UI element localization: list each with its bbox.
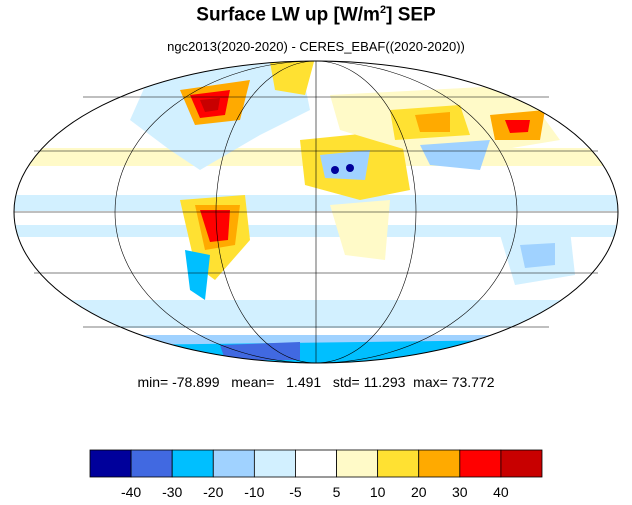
- colorbar-swatch: [130, 449, 173, 478]
- colorbar-label: -20: [203, 484, 223, 500]
- colorbar-swatch: [171, 449, 214, 478]
- colorbar-swatch: [459, 449, 502, 478]
- colorbar-label: -30: [162, 484, 182, 500]
- colorbar-label: -40: [121, 484, 141, 500]
- colorbar-swatch: [212, 449, 255, 478]
- colorbar-swatch: [295, 449, 337, 478]
- colorbar-swatch: [89, 449, 132, 478]
- colorbar-label: 5: [333, 484, 341, 500]
- colorbar-swatch: [418, 449, 461, 478]
- colorbar-label: 10: [370, 484, 386, 500]
- colorbar-label: 20: [411, 484, 427, 500]
- colorbar-label: -5: [289, 484, 302, 500]
- colorbar-swatch: [500, 449, 543, 478]
- colorbar-swatch: [336, 449, 379, 478]
- colorbar-swatch: [377, 449, 420, 478]
- colorbar-label: 30: [452, 484, 468, 500]
- plot-subtitle: ngc2013(2020-2020) - CERES_EBAF((2020-20…: [167, 39, 465, 54]
- map-border: [13, 60, 619, 364]
- colorbar-swatch: [253, 449, 296, 478]
- graticule: [14, 60, 618, 364]
- statistics-line: min= -78.899 mean= 1.491 std= 11.293 max…: [137, 374, 495, 390]
- colorbar-label: -10: [244, 484, 264, 500]
- plot-title: Surface LW up [W/m2] SEP: [196, 4, 436, 26]
- colorbar-label: 40: [493, 484, 509, 500]
